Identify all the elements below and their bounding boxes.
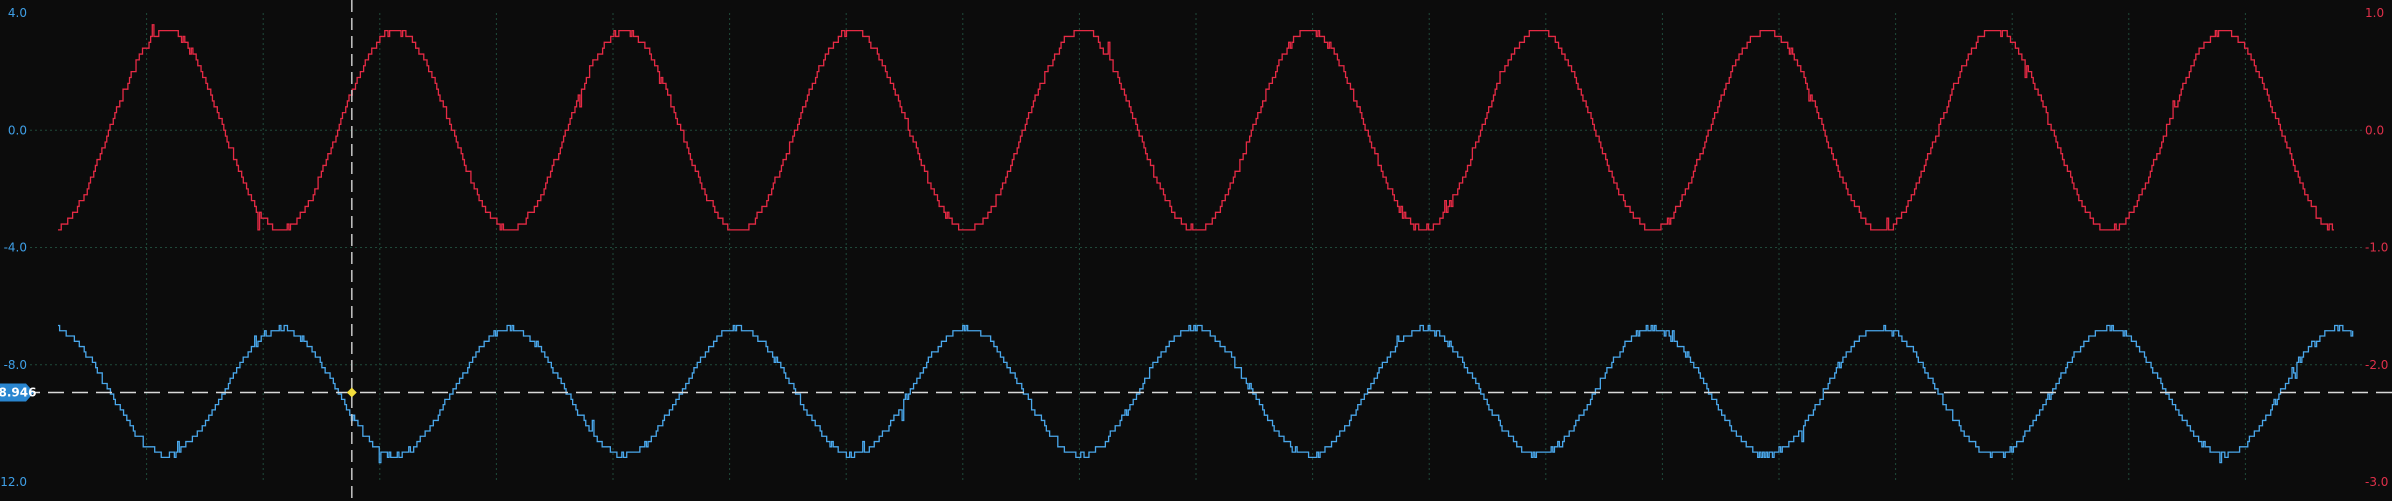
right-axis-tick-label: -1.0: [2365, 241, 2388, 255]
left-axis-tick-label: -12.0: [0, 475, 27, 489]
right-axis-tick-label: -2.0: [2365, 358, 2388, 372]
cursor-value-label: -8.946: [0, 385, 36, 399]
left-axis-tick-label: 4.0: [8, 6, 27, 20]
right-axis-tick-label: 0.0: [2365, 123, 2384, 137]
left-axis-tick-label: -8.0: [4, 358, 27, 372]
left-axis-tick-label: -4.0: [4, 241, 27, 255]
right-axis-tick-label: -3.0: [2365, 475, 2388, 489]
right-axis-tick-label: 1.0: [2365, 6, 2384, 20]
left-axis-tick-label: 0.0: [8, 123, 27, 137]
